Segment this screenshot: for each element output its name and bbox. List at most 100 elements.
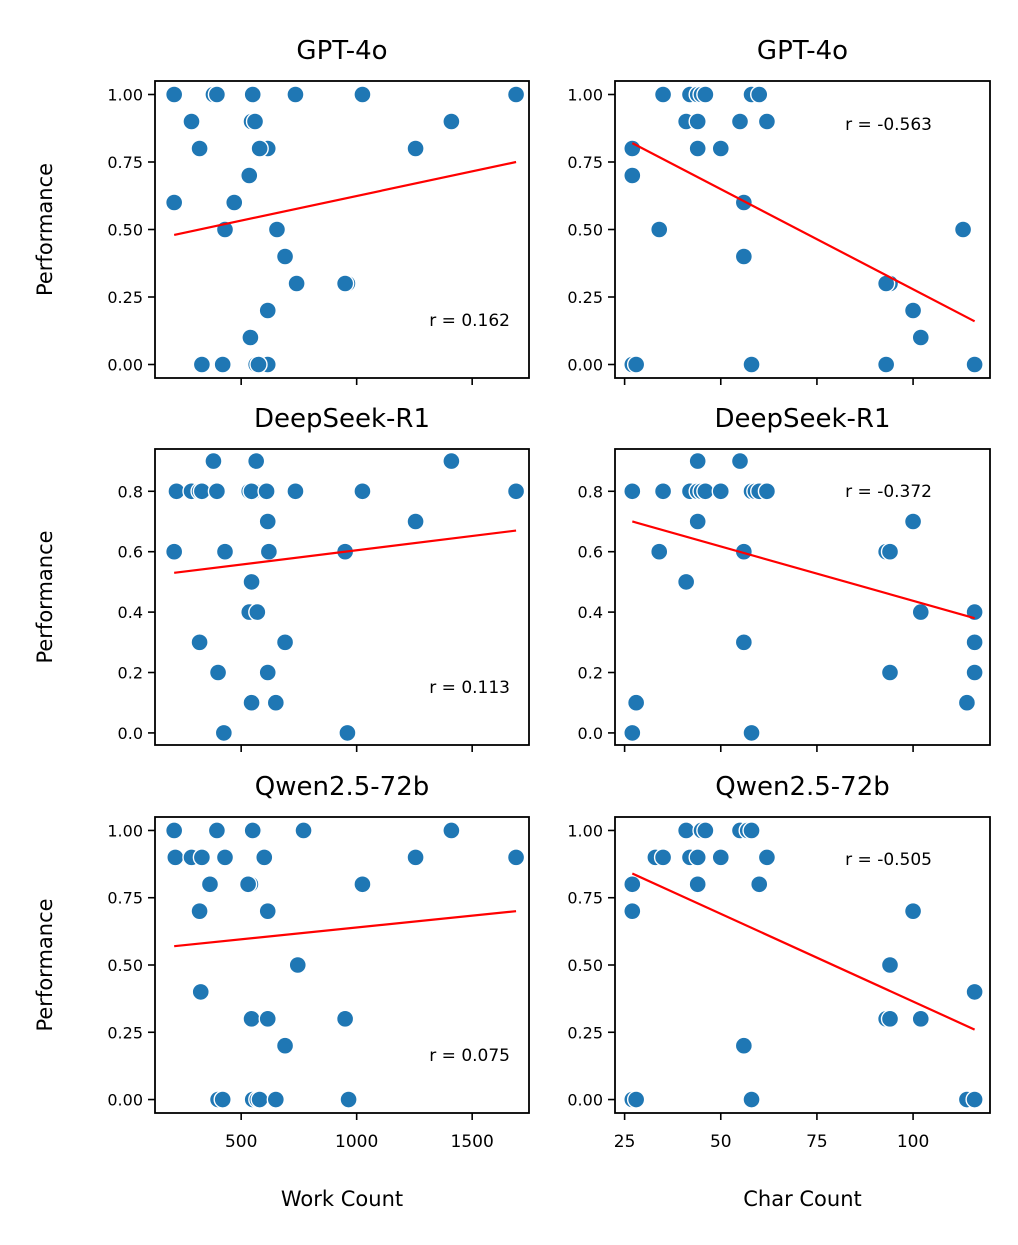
data-point <box>742 1090 761 1109</box>
y-tick-label: 0.75 <box>567 889 603 908</box>
data-point <box>259 542 279 561</box>
y-tick-label: 0.75 <box>107 889 143 908</box>
data-point <box>623 482 642 501</box>
data-point <box>880 542 900 561</box>
data-point <box>258 301 277 320</box>
data-point <box>742 355 761 374</box>
data-point <box>286 482 305 501</box>
y-tick-label: 1.00 <box>107 821 143 840</box>
data-point <box>207 85 227 104</box>
data-point <box>258 901 277 921</box>
data-point <box>267 220 287 239</box>
plot-frame <box>614 80 991 379</box>
data-point <box>626 1090 646 1109</box>
data-point <box>696 85 715 104</box>
data-point <box>676 821 696 840</box>
data-point <box>880 955 900 975</box>
data-point <box>240 166 259 185</box>
correlation-label: r = 0.113 <box>429 678 510 698</box>
y-tick-label: 0.25 <box>107 288 143 307</box>
subplot-title: DeepSeek-R1 <box>254 404 430 434</box>
y-tick-label: 0.6 <box>118 543 143 562</box>
x-tick-label: 1500 <box>451 1132 494 1152</box>
data-point <box>965 633 984 652</box>
data-point <box>243 821 262 840</box>
data-point <box>696 821 715 840</box>
data-point <box>623 723 642 743</box>
data-point <box>880 663 900 682</box>
subplot-title: GPT-4o <box>757 36 848 66</box>
y-tick-label: 0.25 <box>567 1023 603 1042</box>
data-point <box>750 875 769 894</box>
plot-frame <box>154 448 530 746</box>
data-point <box>911 602 930 622</box>
y-tick-label: 0.00 <box>567 356 603 375</box>
data-point <box>711 482 730 501</box>
y-tick-label: 0.25 <box>567 288 603 307</box>
data-point <box>965 663 984 682</box>
subplot-title: Qwen2.5-72b <box>255 772 430 802</box>
data-point <box>711 139 730 158</box>
data-point <box>275 1036 295 1055</box>
y-tick-label: 0.8 <box>118 482 143 501</box>
data-point <box>623 901 642 921</box>
data-point <box>876 355 896 374</box>
scatter-points <box>164 451 526 743</box>
y-tick-label: 0.2 <box>118 664 143 683</box>
subplot-5: Qwen2.5-72b 0.00 0.25 0.50 0.75 1.00 500 1000 15… <box>33 772 530 1211</box>
data-point <box>266 693 286 712</box>
data-point <box>880 1009 900 1029</box>
y-tick-label: 0.0 <box>118 724 143 743</box>
data-point <box>688 875 707 894</box>
regression-line <box>173 160 517 236</box>
data-point <box>190 139 209 158</box>
y-tick-label: 0.0 <box>578 724 603 743</box>
data-point <box>215 848 235 867</box>
y-tick-label: 0.00 <box>567 1091 603 1110</box>
data-point <box>257 482 276 501</box>
data-point <box>208 663 228 682</box>
y-tick-label: 0.25 <box>107 1023 143 1042</box>
data-point <box>734 193 754 212</box>
x-tick-label: 1000 <box>335 1132 378 1152</box>
regression-line <box>174 910 517 948</box>
data-point <box>903 901 923 921</box>
data-point <box>192 848 212 867</box>
data-point <box>757 848 777 867</box>
data-point <box>246 451 266 471</box>
y-tick-label: 1.00 <box>567 86 603 105</box>
data-point <box>250 139 269 158</box>
data-point <box>442 821 461 840</box>
regression-line <box>631 142 976 323</box>
data-point <box>249 355 268 374</box>
correlation-label: r = 0.162 <box>429 311 510 331</box>
data-point <box>506 482 526 501</box>
data-point <box>623 139 642 158</box>
data-point <box>742 821 761 840</box>
data-point <box>288 955 307 975</box>
correlation-label: r = -0.372 <box>845 482 932 502</box>
x-axis-label: Char Count <box>743 1187 862 1211</box>
data-point <box>248 602 267 622</box>
data-point <box>164 821 184 840</box>
y-axis-label: Performance <box>33 898 57 1031</box>
data-point <box>406 848 425 867</box>
data-point <box>275 633 295 652</box>
data-point <box>335 274 355 293</box>
data-point <box>911 1009 930 1029</box>
plot-frame <box>614 816 991 1114</box>
data-point <box>275 247 295 266</box>
y-tick-label: 0.8 <box>578 482 603 501</box>
y-tick-label: 0.50 <box>107 956 143 975</box>
subplot-title: GPT-4o <box>296 36 387 66</box>
y-tick-label: 0.00 <box>107 356 143 375</box>
data-point <box>213 1090 232 1109</box>
scatter-points <box>623 821 984 1109</box>
data-point <box>200 875 220 894</box>
data-point <box>250 1090 269 1109</box>
y-tick-label: 0.50 <box>107 221 143 240</box>
data-point <box>406 139 425 158</box>
data-point <box>903 301 923 320</box>
data-point <box>258 512 277 531</box>
data-point <box>294 821 313 840</box>
